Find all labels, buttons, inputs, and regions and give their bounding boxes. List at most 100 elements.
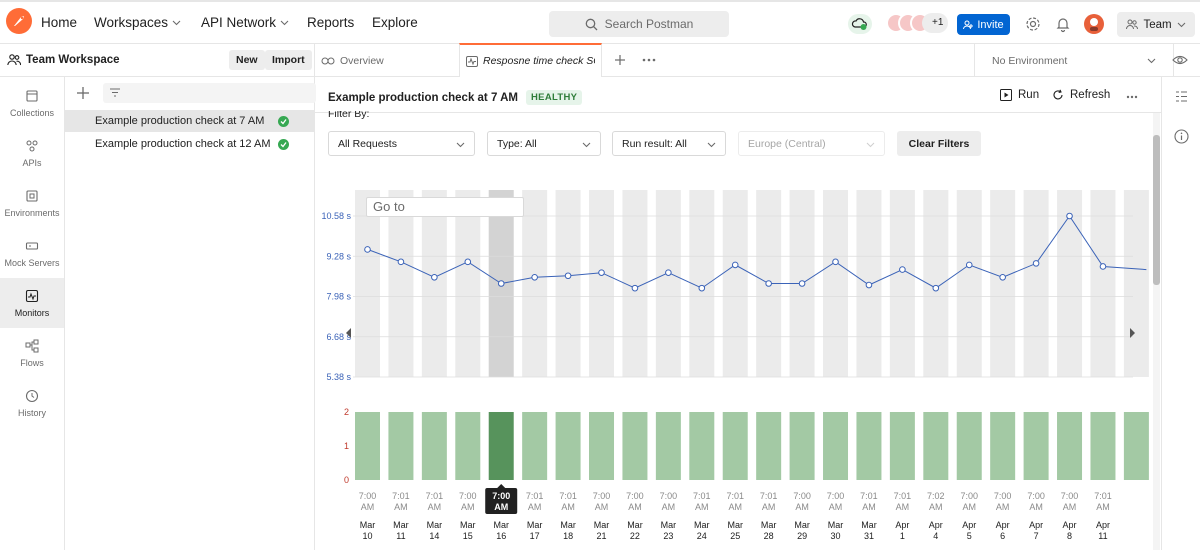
time-column bbox=[455, 190, 481, 377]
run-result-select[interactable]: Run result: All bbox=[612, 131, 726, 156]
tab-overview[interactable]: Overview bbox=[315, 44, 460, 77]
run-result-bar bbox=[421, 412, 447, 480]
x-month-label: Mar bbox=[694, 520, 710, 530]
x-month-label: Mar bbox=[560, 520, 576, 530]
data-point bbox=[531, 274, 538, 281]
history-icon bbox=[25, 389, 39, 402]
data-point bbox=[665, 269, 672, 276]
x-day-label: 16 bbox=[496, 531, 506, 541]
x-time-label: 7:01 bbox=[1094, 491, 1112, 501]
team-icon bbox=[1126, 19, 1139, 30]
chevron-down-icon bbox=[582, 142, 591, 148]
monitor-list-item[interactable]: Example production check at 7 AM bbox=[65, 110, 314, 132]
x-ampm-label: AM bbox=[595, 502, 609, 512]
nav-reports[interactable]: Reports bbox=[307, 15, 354, 30]
x-day-label: 11 bbox=[396, 531, 405, 541]
x-ampm-label: AM bbox=[829, 502, 843, 512]
list-toolbar bbox=[73, 83, 316, 105]
run-result-bar bbox=[589, 412, 615, 480]
x-time-label: 7:00 bbox=[827, 491, 845, 501]
new-button[interactable]: New bbox=[229, 50, 265, 70]
bar-y-tick-label: 0 bbox=[344, 475, 349, 485]
postman-logo[interactable] bbox=[6, 8, 32, 34]
import-button[interactable]: Import bbox=[265, 50, 312, 70]
sidebar-item-monitors[interactable]: Monitors bbox=[0, 278, 64, 328]
refresh-button[interactable]: Refresh bbox=[1052, 89, 1110, 101]
monitor-list-label: Example production check at 7 AM bbox=[95, 115, 265, 127]
nav-api-network[interactable]: API Network bbox=[201, 15, 289, 30]
sidebar-item-mock-servers[interactable]: Mock Servers bbox=[0, 228, 64, 278]
eye-icon[interactable] bbox=[1172, 53, 1188, 67]
plus-icon[interactable] bbox=[76, 86, 90, 100]
search-input[interactable]: Search Postman bbox=[549, 11, 729, 37]
run-result-bar bbox=[555, 412, 581, 480]
data-point bbox=[1032, 260, 1040, 267]
sidebar-item-collections[interactable]: Collections bbox=[0, 78, 64, 128]
x-month-label: Mar bbox=[427, 520, 443, 530]
region-select[interactable]: Europe (Central) bbox=[738, 131, 885, 156]
x-ampm-label: AM bbox=[728, 502, 742, 512]
more-icon[interactable] bbox=[1126, 95, 1138, 99]
x-day-label: 21 bbox=[597, 531, 607, 541]
clear-filters-button[interactable]: Clear Filters bbox=[897, 131, 981, 156]
nav-home[interactable]: Home bbox=[41, 15, 77, 30]
team-button[interactable]: Team bbox=[1117, 12, 1195, 37]
chevron-down-icon bbox=[172, 20, 181, 26]
x-ampm-label: AM bbox=[929, 502, 943, 512]
requests-select[interactable]: All Requests bbox=[328, 131, 475, 156]
user-avatar[interactable] bbox=[1083, 13, 1105, 35]
invite-button[interactable]: Invite bbox=[957, 14, 1010, 35]
x-time-label: 7:02 bbox=[927, 491, 945, 501]
filter-icon bbox=[110, 88, 120, 97]
new-tab-icon[interactable] bbox=[614, 54, 626, 66]
data-point bbox=[564, 272, 572, 280]
x-time-label: 7:01 bbox=[526, 491, 544, 501]
sidebar-item-apis[interactable]: APIs bbox=[0, 128, 64, 178]
workspace-title[interactable]: Team Workspace bbox=[7, 54, 120, 66]
data-point bbox=[932, 284, 940, 292]
sidebar-item-flows[interactable]: Flows bbox=[0, 328, 64, 378]
top-bar: Home Workspaces API Network Reports Explore … bbox=[0, 0, 1200, 44]
x-ampm-label: AM bbox=[361, 502, 375, 512]
data-point bbox=[832, 258, 839, 266]
bell-icon[interactable] bbox=[1054, 15, 1072, 33]
x-day-label: 17 bbox=[530, 531, 540, 541]
sidebar-item-history[interactable]: History bbox=[0, 378, 64, 428]
chevron-down-icon bbox=[1147, 58, 1156, 64]
nav-explore[interactable]: Explore bbox=[372, 15, 418, 30]
type-select[interactable]: Type: All bbox=[487, 131, 601, 156]
x-month-label: Mar bbox=[460, 520, 476, 530]
team-icon bbox=[321, 57, 335, 64]
sync-status[interactable] bbox=[848, 14, 872, 34]
more-icon[interactable] bbox=[642, 58, 656, 62]
search-placeholder: Search Postman bbox=[604, 17, 694, 31]
response-time-chart[interactable]: 10.58 s9.28 s7.98 s6.68 s5.38 s2107:00AM… bbox=[315, 170, 1153, 550]
goto-input[interactable]: Go to bbox=[366, 197, 524, 217]
nav-label: Home bbox=[41, 15, 78, 30]
scrollbar-thumb[interactable] bbox=[1153, 135, 1160, 285]
data-point bbox=[965, 261, 973, 269]
x-time-label: 7:01 bbox=[559, 491, 577, 501]
avatars-more: +1 bbox=[922, 13, 949, 33]
x-ampm-label: AM bbox=[561, 502, 575, 512]
x-ampm-label: AM bbox=[394, 502, 408, 512]
run-result-bar bbox=[1023, 412, 1049, 480]
monitor-list-item[interactable]: Example production check at 12 AM bbox=[65, 133, 314, 155]
nav-workspaces[interactable]: Workspaces bbox=[94, 15, 181, 30]
info-icon[interactable] bbox=[1174, 129, 1189, 144]
filter-input[interactable] bbox=[103, 83, 316, 103]
sidebar-item-environments[interactable]: Environments bbox=[0, 178, 64, 228]
refresh-icon bbox=[1053, 89, 1063, 100]
data-point bbox=[731, 261, 739, 269]
environment-select[interactable]: No Environment bbox=[974, 44, 1174, 77]
team-avatars[interactable]: +1 bbox=[886, 12, 949, 34]
run-result-bar bbox=[655, 412, 681, 480]
x-time-label: 7:01 bbox=[894, 491, 912, 501]
run-button[interactable]: Run bbox=[1000, 89, 1039, 101]
rocket-icon bbox=[14, 16, 24, 26]
scrollbar-track[interactable] bbox=[1153, 113, 1160, 550]
settings-icon[interactable] bbox=[1024, 15, 1042, 33]
documentation-icon[interactable] bbox=[1175, 90, 1188, 103]
requests-value: All Requests bbox=[338, 137, 397, 150]
tab-monitor[interactable]: Resposne time check SO bbox=[459, 43, 602, 77]
